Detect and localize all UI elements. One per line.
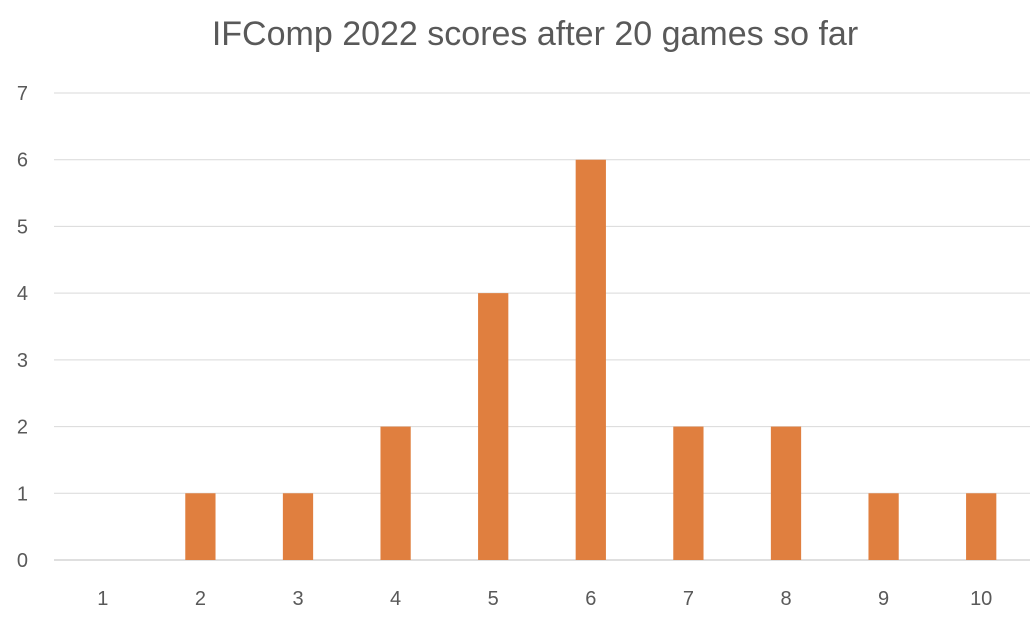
bar (185, 493, 216, 560)
x-tick-label: 9 (878, 588, 889, 610)
bar (673, 426, 704, 560)
x-tick-label: 10 (970, 588, 992, 610)
bars (185, 159, 997, 560)
x-tick-label: 5 (488, 588, 499, 610)
x-tick-label: 3 (292, 588, 303, 610)
x-tick-label: 4 (390, 588, 401, 610)
y-tick-label: 0 (17, 550, 28, 572)
y-tick-label: 2 (17, 417, 28, 439)
y-tick-label: 6 (17, 150, 28, 172)
y-tick-label: 3 (17, 350, 28, 372)
y-tick-label: 4 (17, 283, 28, 305)
bar (478, 293, 509, 560)
x-tick-label: 1 (97, 588, 108, 610)
bar (770, 426, 802, 560)
y-tick-label: 7 (17, 83, 28, 105)
bar (966, 493, 997, 560)
bar (380, 426, 411, 560)
y-axis-tick-labels: 0 1 2 3 4 5 6 7 (17, 83, 28, 572)
bar (282, 493, 314, 560)
x-axis-tick-labels: 1 2 3 4 5 6 7 8 9 10 (97, 588, 992, 610)
bar (868, 493, 899, 560)
gridlines (54, 92, 1030, 561)
y-tick-label: 5 (17, 216, 28, 238)
x-tick-label: 2 (195, 588, 206, 610)
x-tick-label: 8 (780, 588, 791, 610)
x-tick-label: 6 (585, 588, 596, 610)
y-tick-label: 1 (17, 483, 28, 505)
chart-title: IFComp 2022 scores after 20 games so far (212, 15, 858, 53)
bar (575, 159, 606, 560)
x-tick-label: 7 (683, 588, 694, 610)
